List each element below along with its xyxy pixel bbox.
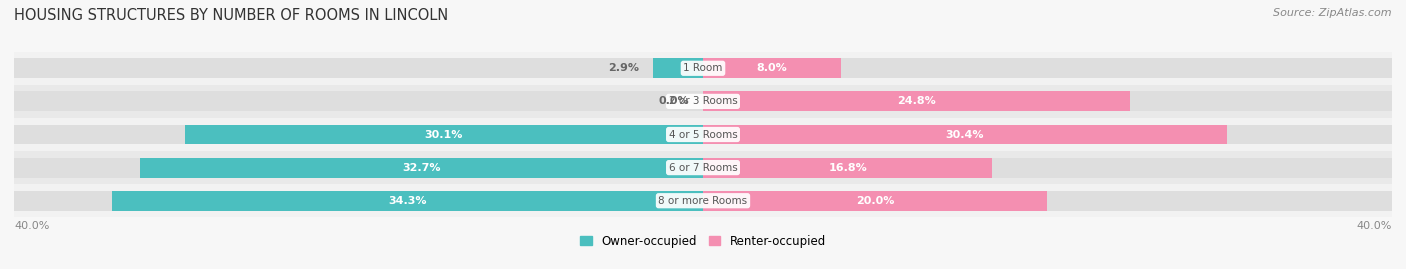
- Bar: [14, 191, 1392, 211]
- Bar: [652, 58, 703, 78]
- Bar: [703, 125, 1226, 144]
- Bar: [112, 191, 703, 211]
- Text: 8.0%: 8.0%: [756, 63, 787, 73]
- Text: 20.0%: 20.0%: [856, 196, 894, 206]
- Bar: [703, 91, 1130, 111]
- Bar: [139, 158, 703, 178]
- Text: 2 or 3 Rooms: 2 or 3 Rooms: [669, 96, 737, 107]
- Bar: [703, 191, 1047, 211]
- Bar: [14, 91, 1392, 111]
- Text: 2.9%: 2.9%: [609, 63, 640, 73]
- Text: HOUSING STRUCTURES BY NUMBER OF ROOMS IN LINCOLN: HOUSING STRUCTURES BY NUMBER OF ROOMS IN…: [14, 8, 449, 23]
- Text: Source: ZipAtlas.com: Source: ZipAtlas.com: [1274, 8, 1392, 18]
- Text: 1 Room: 1 Room: [683, 63, 723, 73]
- Bar: [14, 118, 1392, 151]
- Bar: [14, 158, 1392, 178]
- Text: 24.8%: 24.8%: [897, 96, 936, 107]
- Bar: [14, 184, 1392, 217]
- Bar: [14, 52, 1392, 85]
- Legend: Owner-occupied, Renter-occupied: Owner-occupied, Renter-occupied: [575, 230, 831, 253]
- Text: 32.7%: 32.7%: [402, 162, 440, 173]
- Text: 30.1%: 30.1%: [425, 129, 463, 140]
- Bar: [14, 85, 1392, 118]
- Text: 0.0%: 0.0%: [658, 96, 689, 107]
- Text: 34.3%: 34.3%: [388, 196, 427, 206]
- Text: 4 or 5 Rooms: 4 or 5 Rooms: [669, 129, 737, 140]
- Bar: [14, 125, 1392, 144]
- Text: 16.8%: 16.8%: [828, 162, 868, 173]
- Text: 40.0%: 40.0%: [14, 221, 49, 231]
- Text: 8 or more Rooms: 8 or more Rooms: [658, 196, 748, 206]
- Bar: [14, 58, 1392, 78]
- Text: 6 or 7 Rooms: 6 or 7 Rooms: [669, 162, 737, 173]
- Text: 30.4%: 30.4%: [946, 129, 984, 140]
- Text: 40.0%: 40.0%: [1357, 221, 1392, 231]
- Bar: [703, 158, 993, 178]
- Bar: [14, 151, 1392, 184]
- Bar: [184, 125, 703, 144]
- Bar: [703, 58, 841, 78]
